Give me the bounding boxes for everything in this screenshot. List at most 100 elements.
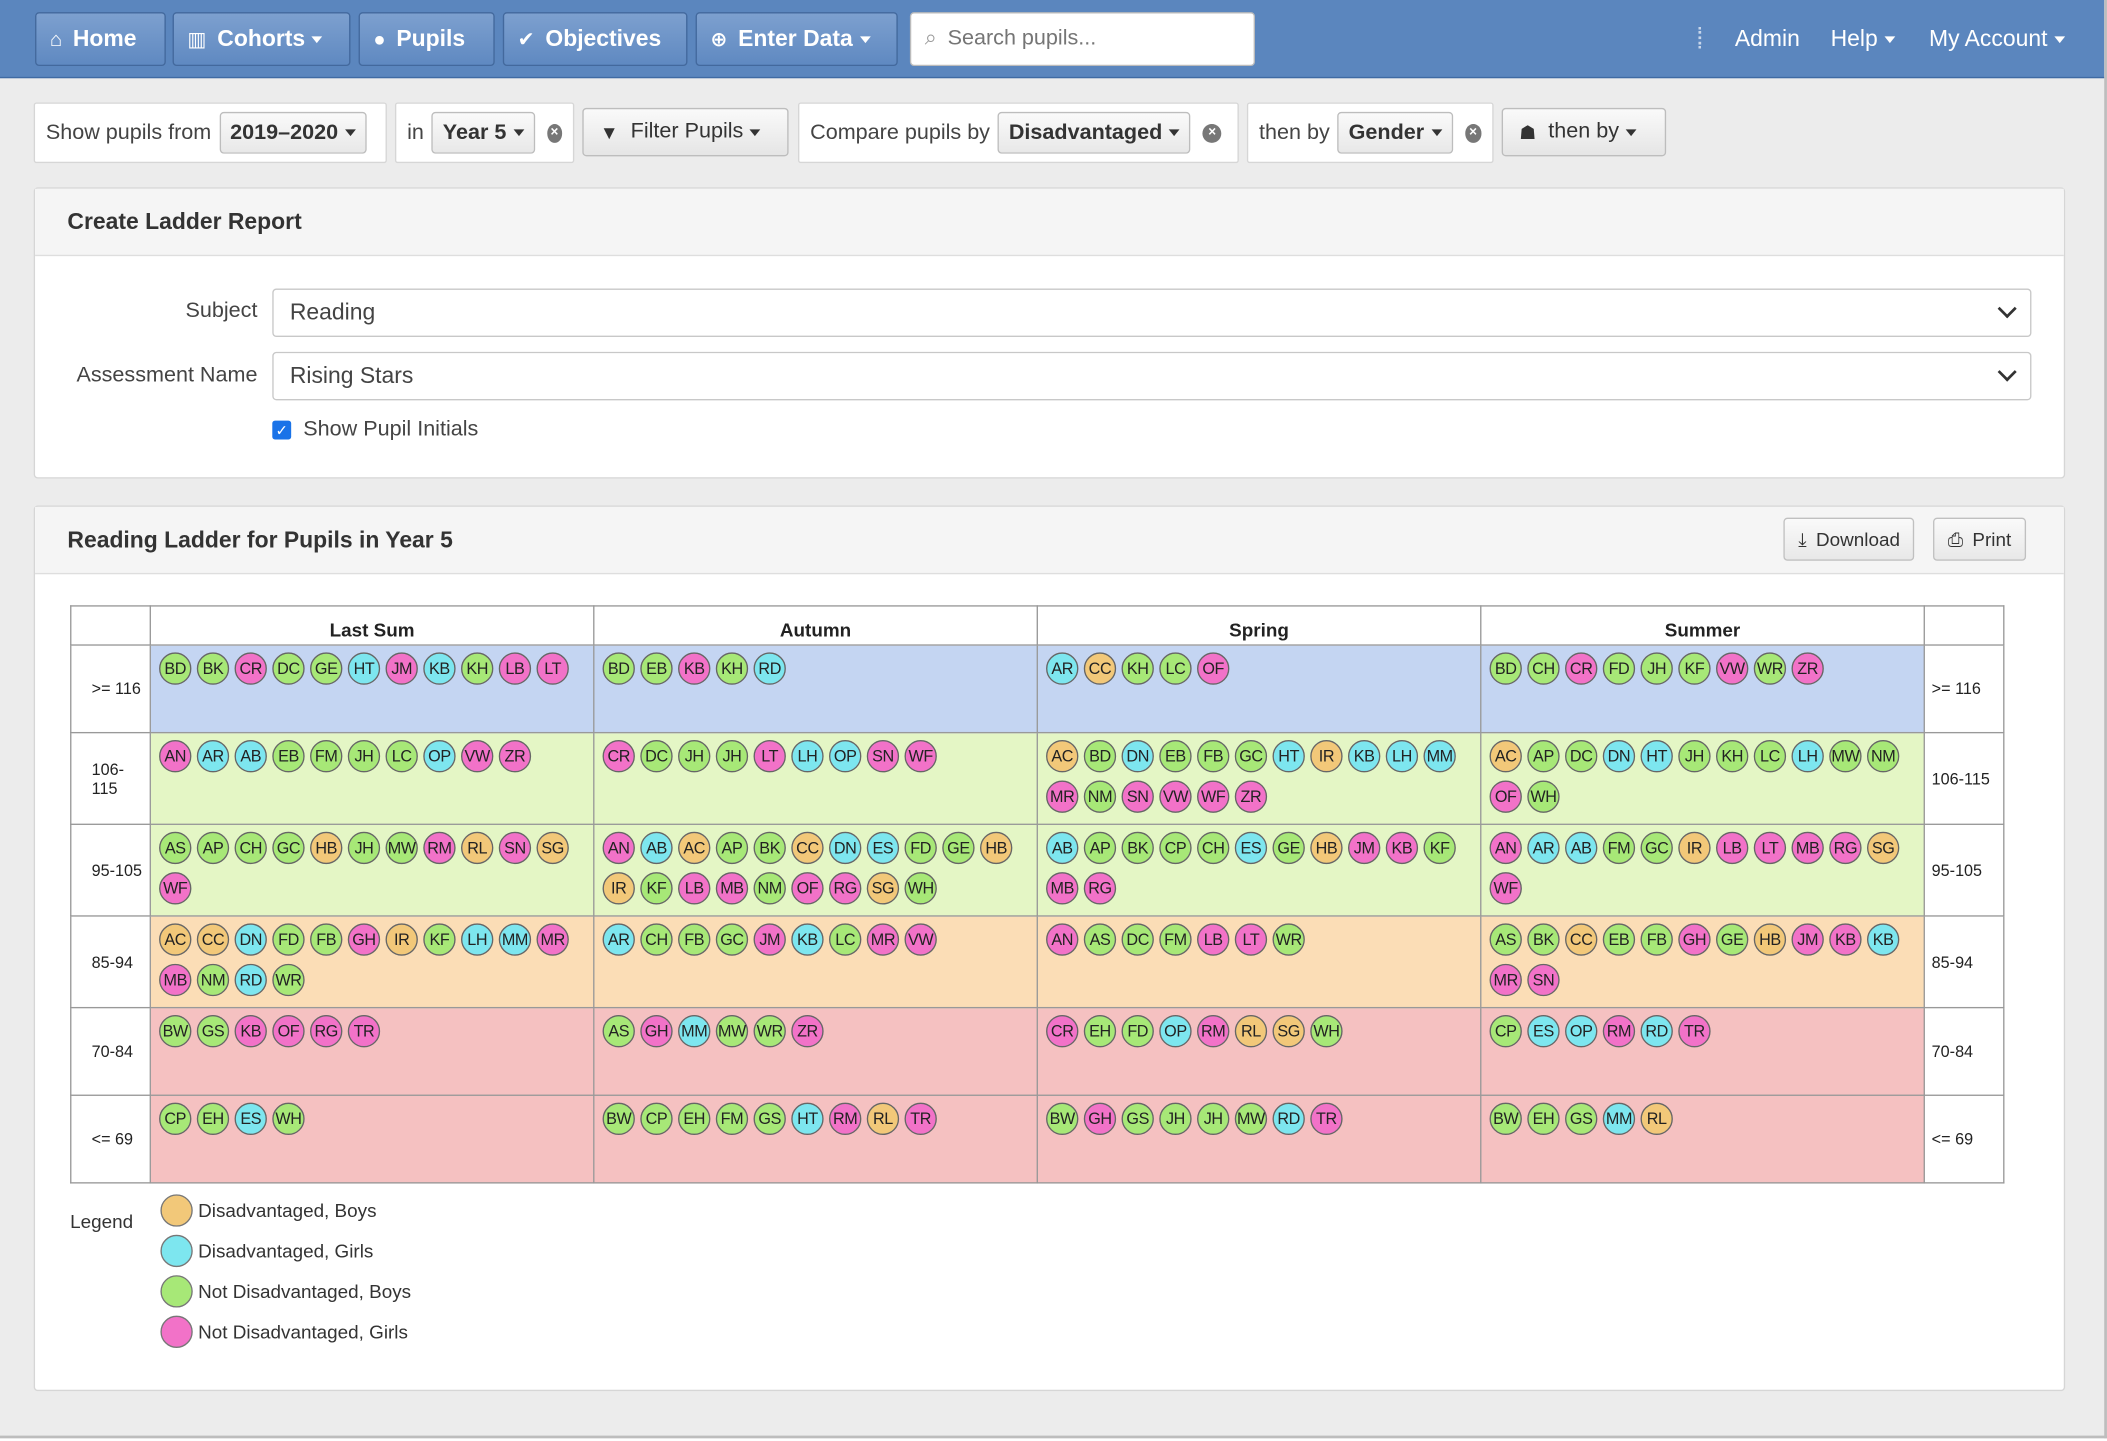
pupil-bubble[interactable]: TR [1678,1015,1711,1048]
pupil-bubble[interactable]: ZR [1791,652,1824,685]
pupil-bubble[interactable]: KF [1423,831,1456,865]
nav-my-account-menu[interactable]: My Account [1929,0,2065,78]
pupil-bubble[interactable]: GC [272,831,305,865]
pupil-bubble[interactable]: LH [791,740,824,773]
pupil-bubble[interactable]: MB [715,872,749,905]
pupil-bubble[interactable]: JH [678,740,711,773]
pupil-bubble[interactable]: OP [829,740,862,773]
pupil-bubble[interactable]: OF [1197,652,1230,685]
pupil-bubble[interactable]: LB [1716,831,1749,865]
pupil-bubble[interactable]: JH [1159,1102,1192,1136]
nav-pupils-button[interactable]: ● Pupils [358,12,495,67]
pupil-bubble[interactable]: IR [385,923,418,956]
pupil-bubble[interactable]: GE [942,831,975,865]
pupil-bubble[interactable]: HB [1310,831,1343,865]
pupil-bubble[interactable]: HB [310,831,343,865]
pupil-bubble[interactable]: IR [1310,740,1343,773]
pupil-bubble[interactable]: AC [159,923,192,956]
pupil-bubble[interactable]: GC [1640,831,1673,865]
pupil-bubble[interactable]: DN [1602,740,1636,773]
pupil-bubble[interactable]: AS [1489,923,1522,956]
pupil-bubble[interactable]: OF [1489,780,1522,813]
pupil-bubble[interactable]: ES [1234,831,1268,865]
pupil-bubble[interactable]: MW [715,1015,749,1048]
pupil-bubble[interactable]: AP [196,831,230,865]
pupil-bubble[interactable]: HT [791,1102,824,1136]
pupil-bubble[interactable]: MR [1046,780,1079,813]
pupil-bubble[interactable]: CC [1565,923,1598,956]
pupil-bubble[interactable]: JH [347,740,381,773]
pupil-bubble[interactable]: CH [1197,831,1230,865]
pupil-bubble[interactable]: HB [1753,923,1787,956]
pupil-bubble[interactable]: LT [1234,923,1268,956]
pupil-bubble[interactable]: LB [498,652,532,685]
pupil-bubble[interactable]: VW [1159,780,1192,813]
pupil-bubble[interactable]: RD [234,963,267,997]
pupil-bubble[interactable]: CC [1083,652,1117,685]
pupil-bubble[interactable]: AC [678,831,711,865]
pupil-bubble[interactable]: HB [979,831,1013,865]
pupil-bubble[interactable]: KB [234,1015,267,1048]
pupil-bubble[interactable]: LC [1753,740,1787,773]
pupil-bubble[interactable]: WF [904,740,937,773]
pupil-bubble[interactable]: CP [1159,831,1192,865]
pupil-bubble[interactable]: LT [753,740,786,773]
pupil-bubble[interactable]: RM [423,831,456,865]
pupil-bubble[interactable]: MB [1046,872,1079,905]
compare-by-select[interactable]: Disadvantaged [998,111,1191,154]
pupil-bubble[interactable]: EH [1527,1102,1560,1136]
pupil-bubble[interactable]: MW [385,831,418,865]
pupil-bubble[interactable]: AR [1527,831,1560,865]
pupil-bubble[interactable]: AR [1046,652,1079,685]
pupil-bubble[interactable]: MR [866,923,900,956]
pupil-bubble[interactable]: EH [678,1102,711,1136]
pupil-bubble[interactable]: MM [678,1015,711,1048]
pupil-bubble[interactable]: WR [753,1015,786,1048]
pupil-bubble[interactable]: LH [1791,740,1824,773]
pupil-bubble[interactable]: OP [423,740,456,773]
pupil-bubble[interactable]: CP [159,1102,192,1136]
pupil-bubble[interactable]: GS [1121,1102,1154,1136]
pupil-bubble[interactable]: KB [423,652,456,685]
pupil-bubble[interactable]: RM [1197,1015,1230,1048]
pupil-bubble[interactable]: LT [536,652,569,685]
pupil-bubble[interactable]: GS [1565,1102,1598,1136]
pupil-bubble[interactable]: RD [753,652,786,685]
pupil-bubble[interactable]: CC [196,923,230,956]
pupil-bubble[interactable]: IR [1678,831,1711,865]
pupil-bubble[interactable]: FM [310,740,343,773]
download-button[interactable]: ⤓ Download [1783,517,1915,561]
pupil-bubble[interactable]: KB [1385,831,1419,865]
pupil-bubble[interactable]: AB [640,831,673,865]
pupil-bubble[interactable]: RL [866,1102,900,1136]
pupil-bubble[interactable]: GS [196,1015,230,1048]
pupil-bubble[interactable]: NM [1083,780,1117,813]
pupil-bubble[interactable]: LC [1159,652,1192,685]
pupil-bubble[interactable]: FB [678,923,711,956]
pupil-bubble[interactable]: JM [1791,923,1824,956]
pupil-bubble[interactable]: DC [272,652,305,685]
filter-pupils-button[interactable]: ▼ Filter Pupils [582,107,789,157]
pupil-bubble[interactable]: WH [1527,780,1560,813]
subject-select[interactable]: Reading [272,288,2032,337]
pupil-bubble[interactable]: MB [1791,831,1824,865]
pupil-bubble[interactable]: HT [1272,740,1305,773]
search-input[interactable] [944,25,1215,53]
pupil-bubble[interactable]: KH [1716,740,1749,773]
pupil-bubble[interactable]: DN [234,923,267,956]
assessment-name-select[interactable]: Rising Stars [272,351,2032,401]
pupil-bubble[interactable]: BW [1046,1102,1079,1136]
pupil-bubble[interactable]: WF [159,872,192,905]
nav-admin-link[interactable]: Admin [1735,0,1800,78]
pupil-bubble[interactable]: IR [602,872,635,905]
pupil-bubble[interactable]: OF [791,872,824,905]
pupil-bubble[interactable]: RL [1234,1015,1268,1048]
pupil-bubble[interactable]: DN [829,831,862,865]
pupil-bubble[interactable]: MW [1234,1102,1268,1136]
pupil-bubble[interactable]: JH [1197,1102,1230,1136]
pupil-bubble[interactable]: WR [272,963,305,997]
pupil-bubble[interactable]: GS [753,1102,786,1136]
pupil-bubble[interactable]: WH [1310,1015,1343,1048]
pupil-bubble[interactable]: RG [829,872,862,905]
pupil-bubble[interactable]: LT [1753,831,1787,865]
